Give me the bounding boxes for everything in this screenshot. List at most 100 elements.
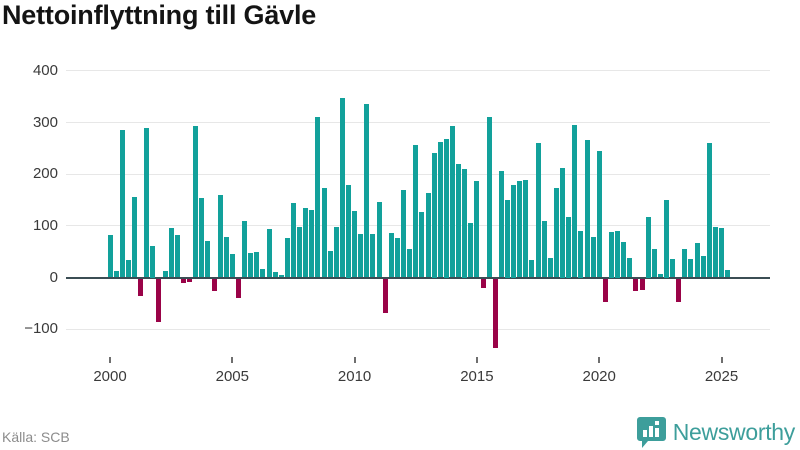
bar-2014-Q3 [462, 168, 468, 278]
bar-2003-Q1 [180, 278, 186, 283]
bar-2014-Q4 [468, 222, 474, 278]
bar-2012-Q4 [419, 211, 425, 278]
bar-2010-Q1 [352, 210, 358, 278]
bar-2020-Q3 [608, 232, 614, 278]
bar-2019-Q3 [584, 140, 590, 278]
bar-2012-Q3 [413, 145, 419, 278]
bar-2010-Q2 [358, 233, 364, 278]
bar-2012-Q2 [407, 249, 413, 278]
bar-2009-Q2 [333, 227, 339, 278]
bar-2013-Q3 [437, 141, 443, 278]
bar-2022-Q3 [657, 273, 663, 278]
bar-2017-Q2 [529, 259, 535, 278]
bar-2011-Q3 [388, 232, 394, 278]
bar-2018-Q2 [553, 188, 559, 278]
bar-2009-Q1 [327, 250, 333, 278]
bar-2019-Q1 [572, 125, 578, 278]
y-axis-label-200: 200 [32, 165, 58, 183]
bar-2009-Q4 [346, 185, 351, 278]
bar-2008-Q4 [321, 187, 327, 278]
bar-2017-Q1 [523, 179, 529, 278]
bar-2021-Q4 [639, 278, 645, 290]
bar-2024-Q3 [706, 142, 712, 278]
bar-2024-Q1 [694, 243, 700, 278]
bar-2017-Q3 [535, 143, 541, 278]
bar-2009-Q3 [339, 98, 345, 278]
bar-2007-Q4 [297, 227, 303, 278]
x-tick-2000 [109, 357, 111, 363]
bar-2015-Q1 [474, 180, 480, 278]
bar-2011-Q1 [376, 201, 382, 278]
bar-2018-Q1 [547, 258, 553, 278]
bar-2021-Q1 [621, 241, 627, 278]
source-label: Källa: SCB [2, 429, 70, 445]
y-axis-label-0: 0 [49, 268, 58, 286]
x-axis-label-2005: 2005 [215, 368, 249, 385]
bar-2021-Q2 [627, 258, 633, 278]
bar-2001-Q2 [138, 278, 144, 297]
newsworthy-logo[interactable]: Newsworthy [636, 416, 796, 448]
x-axis-label-2020: 2020 [582, 368, 616, 385]
bar-2013-Q2 [431, 152, 437, 278]
bar-2002-Q4 [174, 234, 180, 278]
bar-2018-Q4 [566, 216, 572, 278]
bar-2023-Q4 [688, 259, 694, 278]
bar-2019-Q2 [578, 230, 584, 278]
bar-2013-Q4 [443, 138, 449, 278]
bar-2003-Q4 [199, 197, 205, 278]
bar-2011-Q2 [382, 278, 388, 313]
bar-2013-Q1 [425, 192, 431, 278]
x-tick-2020 [598, 357, 601, 363]
bar-2004-Q3 [217, 194, 223, 278]
bar-2003-Q3 [193, 126, 199, 278]
bar-2005-Q4 [248, 253, 254, 278]
x-tick-2010 [353, 357, 356, 363]
bar-2001-Q1 [132, 196, 137, 278]
bar-2006-Q3 [266, 228, 272, 278]
page-title: Nettoinflyttning till Gävle [2, 0, 317, 30]
bar-2016-Q3 [511, 185, 517, 278]
bar-2004-Q1 [205, 240, 211, 278]
bar-2020-Q4 [615, 231, 620, 278]
bar-2015-Q3 [486, 117, 492, 278]
bar-2001-Q4 [150, 246, 156, 278]
bar-2005-Q2 [235, 278, 241, 299]
bar-2000-Q1 [107, 235, 113, 278]
bar-2016-Q2 [505, 200, 510, 278]
bar-2008-Q1 [303, 207, 309, 278]
bar-2000-Q2 [113, 271, 119, 278]
bar-2004-Q4 [223, 237, 229, 278]
bar-2025-Q1 [719, 227, 724, 278]
bar-2022-Q2 [651, 249, 657, 278]
bar-2007-Q3 [291, 202, 296, 278]
bar-2007-Q2 [284, 238, 290, 278]
y-axis-label-100: 100 [32, 216, 58, 234]
bar-2006-Q4 [272, 272, 278, 278]
bar-2017-Q4 [541, 220, 547, 278]
bar-2010-Q4 [370, 234, 376, 278]
bar-2010-Q3 [364, 103, 370, 278]
bar-2022-Q4 [664, 200, 669, 278]
bar-2002-Q1 [156, 278, 162, 323]
bar-2023-Q3 [682, 248, 688, 278]
bar-2016-Q4 [517, 180, 523, 278]
newsworthy-logo-text: Newsworthy [672, 418, 796, 445]
bar-2001-Q3 [144, 127, 150, 278]
bar-2018-Q3 [560, 167, 565, 278]
bar-2011-Q4 [394, 238, 400, 278]
bar-2015-Q2 [480, 278, 486, 288]
bar-2000-Q4 [125, 259, 131, 278]
bar-2002-Q2 [162, 270, 168, 278]
x-axis-label-2025: 2025 [704, 368, 739, 385]
bar-2000-Q3 [119, 130, 125, 278]
y-axis-label-300: 300 [32, 113, 58, 131]
bar-2020-Q2 [602, 278, 608, 302]
gridline--100 [66, 328, 770, 330]
x-tick-2015 [475, 357, 478, 363]
y-axis-label-400: 400 [32, 61, 58, 79]
bar-2020-Q1 [596, 150, 602, 278]
x-tick-2005 [231, 357, 234, 363]
bar-2021-Q3 [633, 278, 639, 292]
bar-2005-Q1 [229, 254, 235, 278]
zero-line [66, 276, 770, 279]
